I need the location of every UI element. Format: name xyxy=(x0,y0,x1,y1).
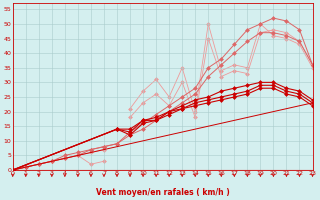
X-axis label: Vent moyen/en rafales ( km/h ): Vent moyen/en rafales ( km/h ) xyxy=(96,188,229,197)
